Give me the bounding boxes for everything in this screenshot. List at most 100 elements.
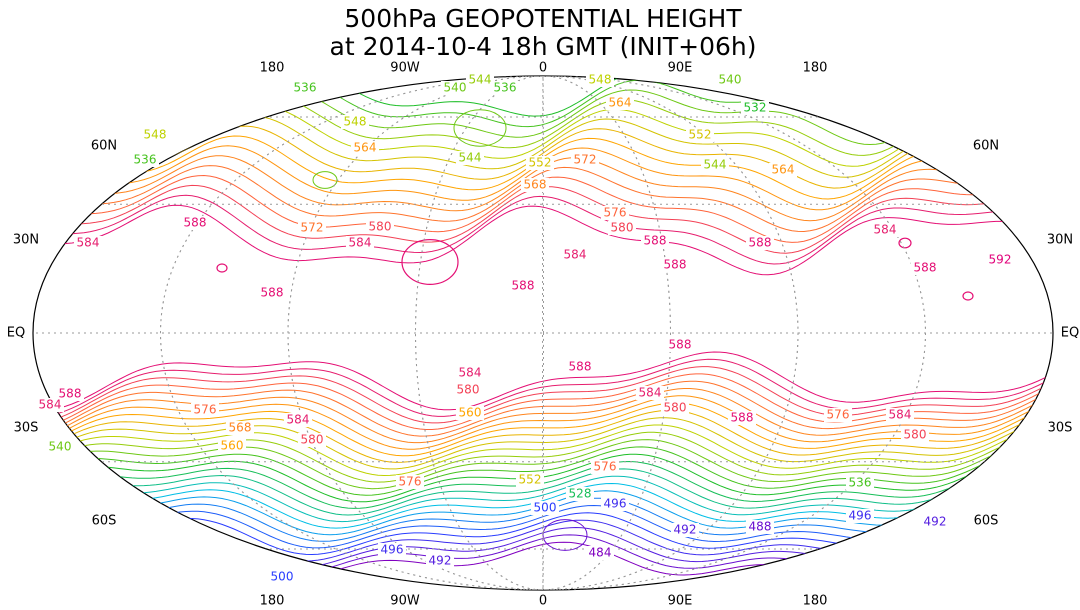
label-background xyxy=(141,128,169,142)
label-background xyxy=(46,440,74,454)
contour-label: 536 xyxy=(294,81,317,95)
title-line: 500hPa GEOPOTENTIAL HEIGHT xyxy=(344,4,742,33)
closed-contour xyxy=(898,237,912,249)
contour-label: 584 xyxy=(349,236,372,250)
contour-label: 500 xyxy=(534,501,557,515)
latitude-label: EQ xyxy=(7,326,25,341)
graticule xyxy=(33,76,1053,590)
label-background xyxy=(521,178,549,192)
label-background xyxy=(258,286,286,300)
label-background xyxy=(341,115,369,129)
label-background xyxy=(561,248,589,262)
contour xyxy=(33,444,1053,496)
title-line: at 2014-10-4 18h GMT (INIT+06h) xyxy=(330,32,757,61)
contour-label: 492 xyxy=(674,523,697,537)
contour-label: 528 xyxy=(569,487,592,501)
label-background xyxy=(509,279,537,293)
label-background xyxy=(571,153,599,167)
latitude-label: 60N xyxy=(91,139,117,154)
closed-contour xyxy=(312,171,338,189)
contour xyxy=(33,194,1053,265)
label-background xyxy=(591,460,619,474)
label-background xyxy=(218,439,246,453)
contour-label: 536 xyxy=(134,153,157,167)
longitude-label: 90E xyxy=(668,594,693,609)
label-background xyxy=(769,163,797,177)
contour-label: 572 xyxy=(301,221,324,235)
closed-contour xyxy=(401,239,459,286)
contour-label: 580 xyxy=(611,221,634,235)
contour-label: 492 xyxy=(429,554,452,568)
longitude-label: 90E xyxy=(668,61,693,76)
latitude-label: 30S xyxy=(1048,421,1073,436)
contour-label: 580 xyxy=(369,220,392,234)
contour-label: 544 xyxy=(704,158,727,172)
contour-label: 548 xyxy=(144,128,167,142)
contour-label: 588 xyxy=(749,236,772,250)
longitude-label: 180 xyxy=(260,594,285,609)
label-background xyxy=(131,153,159,167)
longitude-label: 180 xyxy=(803,61,828,76)
label-background xyxy=(531,501,559,515)
closed-contour xyxy=(962,291,974,301)
contour-label: 560 xyxy=(221,439,244,453)
label-background xyxy=(671,523,699,537)
label-background xyxy=(284,413,312,427)
label-background xyxy=(181,216,209,230)
label-background xyxy=(36,398,64,412)
longitude-label: 180 xyxy=(260,61,285,76)
contour-label: 580 xyxy=(457,383,480,397)
contour-label: 576 xyxy=(399,475,422,489)
contour-label: 500 xyxy=(271,570,294,584)
contour-label: 536 xyxy=(849,476,872,490)
label-background xyxy=(586,73,614,87)
label-background xyxy=(378,543,406,557)
label-background xyxy=(601,497,629,511)
label-background xyxy=(746,520,774,534)
label-background xyxy=(911,261,939,275)
label-background xyxy=(298,433,326,447)
contour-label: 544 xyxy=(459,151,482,165)
contour-label: 484 xyxy=(589,546,612,560)
contour xyxy=(33,481,1053,529)
longitude-label: 0 xyxy=(539,594,547,609)
latitude-label: 60S xyxy=(974,514,999,529)
label-background xyxy=(661,401,689,415)
latitude-label: 30S xyxy=(14,421,39,436)
contour-label: 540 xyxy=(444,81,467,95)
label-background xyxy=(686,128,714,142)
label-background xyxy=(886,408,914,422)
contour-label: 588 xyxy=(184,216,207,230)
contour-label: 584 xyxy=(287,413,310,427)
contour-label: 584 xyxy=(77,236,100,250)
contour-label: 584 xyxy=(39,398,62,412)
meridian xyxy=(542,76,544,590)
contour-label: 572 xyxy=(574,153,597,167)
contour-label: 492 xyxy=(924,515,947,529)
meridian xyxy=(287,76,799,590)
label-background xyxy=(74,236,102,250)
contour-label: 584 xyxy=(639,386,662,400)
label-background xyxy=(986,253,1014,267)
contour-label: 496 xyxy=(849,509,872,523)
label-background xyxy=(871,223,899,237)
contour xyxy=(33,165,1053,233)
label-background xyxy=(454,383,482,397)
contour-label: 540 xyxy=(719,73,742,87)
label-background xyxy=(746,236,774,250)
contour-label: 588 xyxy=(731,411,754,425)
contour-label: 576 xyxy=(594,460,617,474)
meridian xyxy=(160,76,926,590)
longitude-label: 90W xyxy=(390,594,420,609)
contour-label: 536 xyxy=(494,81,517,95)
contour-label: 552 xyxy=(519,473,542,487)
contour-label: 488 xyxy=(749,520,772,534)
label-background xyxy=(666,338,694,352)
latitude-label: 60N xyxy=(973,139,999,154)
label-background xyxy=(566,360,594,374)
label-background xyxy=(516,473,544,487)
contour-label: 580 xyxy=(904,428,927,442)
label-background xyxy=(346,236,374,250)
